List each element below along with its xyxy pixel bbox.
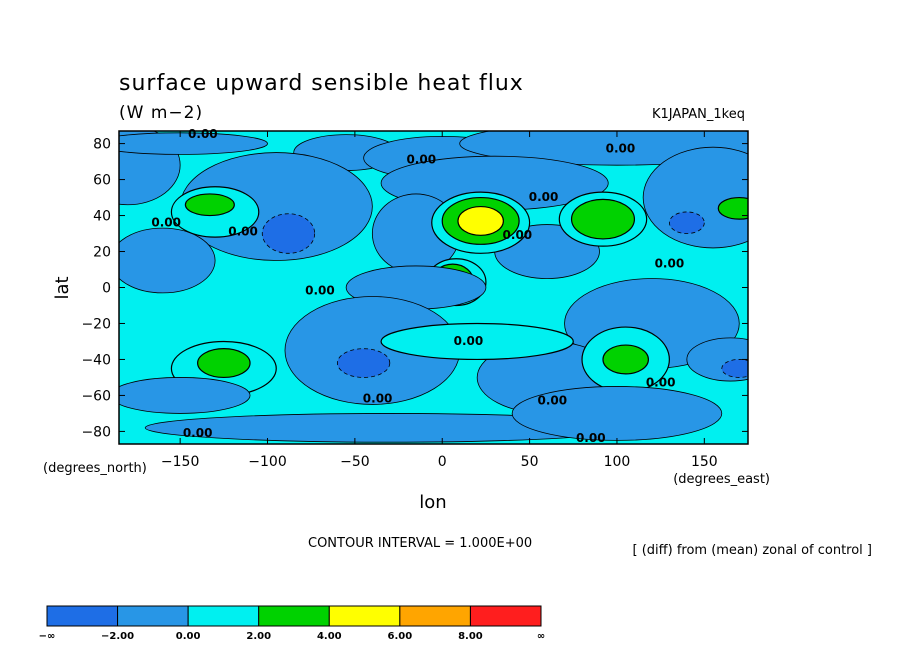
colorbar-bin-2 — [187, 605, 260, 627]
units-label: (W m−2) — [119, 103, 203, 123]
experiment-label: K1JAPAN_1keq — [652, 107, 745, 122]
x-tick-label-5: 100 — [604, 454, 631, 470]
colorbar-bin-6 — [469, 605, 542, 627]
x-tick-label-2: −50 — [340, 454, 370, 470]
chart-title: surface upward sensible heat flux — [119, 71, 524, 96]
contour-label-11: 0.00 — [538, 393, 568, 407]
y-tick-label-8: −80 — [81, 424, 111, 440]
contour-label-9: 0.00 — [454, 334, 484, 348]
colorbar-label-2: 0.00 — [176, 631, 201, 642]
y-axis: 80 60 40 20 0 −20 −40 −60 −80 — [81, 137, 748, 440]
colorbar-label-6: 8.00 — [458, 631, 483, 642]
contour-region-35 — [119, 377, 251, 414]
x-axis: −150 −100 −50 0 50 100 150 — [161, 131, 718, 470]
contour-region-6 — [261, 213, 316, 254]
contour-region-20 — [570, 198, 636, 240]
contour-label-2: 0.00 — [606, 142, 636, 156]
x-tick-label-0: −150 — [161, 454, 199, 470]
colorbar-bin-1 — [117, 605, 189, 627]
x-axis-label: lon — [419, 492, 446, 513]
y-tick-label-3: 20 — [93, 245, 111, 261]
contour-region-13 — [668, 211, 705, 234]
contour-region-7 — [119, 227, 216, 294]
colorbar-label-7: ∞ — [537, 631, 545, 642]
colorbar-bin-5 — [399, 605, 471, 627]
y-tick-label-0: 80 — [93, 137, 111, 153]
y-tick-label-1: 60 — [93, 173, 111, 189]
colorbar-label-4: 4.00 — [317, 631, 342, 642]
diff-note: [ (diff) from (mean) zonal of control ] — [633, 543, 872, 558]
contour-label-5: 0.00 — [228, 224, 258, 238]
x-tick-label-4: 50 — [521, 454, 539, 470]
contour-region-28 — [197, 348, 251, 379]
contour-region-34 — [721, 359, 748, 378]
contour-label-0: 0.00 — [188, 127, 218, 141]
contour-label-6: 0.00 — [503, 228, 533, 242]
colorbar-bin-3 — [258, 605, 330, 627]
colorbar-bin-0 — [46, 605, 119, 627]
x-tick-label-6: 150 — [691, 454, 718, 470]
contour-region-18 — [457, 205, 504, 236]
contour-label-1: 0.00 — [406, 152, 436, 166]
contour-label-10: 0.00 — [363, 392, 393, 406]
colorbar-label-3: 2.00 — [246, 631, 271, 642]
y-axis-label: lat — [52, 276, 73, 299]
colorbar: −∞ −2.00 0.00 2.00 4.00 6.00 8.00 ∞ — [39, 605, 545, 642]
contour-region-30 — [380, 322, 574, 361]
contour-region-32 — [602, 344, 650, 375]
contour-label-7: 0.00 — [655, 257, 685, 271]
x-tick-label-3: 0 — [438, 454, 447, 470]
contour-label-13: 0.00 — [183, 426, 213, 440]
contour-region-12 — [717, 196, 748, 220]
y-tick-label-7: −60 — [81, 388, 111, 404]
y-tick-label-5: −20 — [81, 316, 111, 332]
contour-region-11 — [642, 146, 748, 249]
x-unit-label: (degrees_east) — [673, 472, 770, 487]
contour-label-8: 0.00 — [305, 284, 335, 298]
colorbar-label-5: 6.00 — [388, 631, 413, 642]
colorbar-label-0: −∞ — [39, 631, 56, 642]
y-unit-label: (degrees_north) — [43, 461, 147, 476]
contour-label-3: 0.00 — [529, 190, 559, 204]
colorbar-bin-4 — [328, 605, 401, 627]
y-tick-label-6: −40 — [81, 352, 111, 368]
contour-interval: CONTOUR INTERVAL = 1.000E+00 — [308, 536, 532, 551]
contour-label-4: 0.00 — [151, 215, 181, 229]
x-tick-label-1: −100 — [248, 454, 286, 470]
contour-region-26 — [337, 348, 391, 378]
contour-region-9 — [184, 193, 235, 217]
contour-label-14: 0.00 — [576, 431, 606, 445]
colorbar-label-1: −2.00 — [101, 631, 134, 642]
y-tick-label-2: 40 — [93, 209, 111, 225]
contour-label-12: 0.00 — [646, 375, 676, 389]
y-tick-label-4: 0 — [102, 281, 111, 297]
plot-area — [119, 131, 748, 444]
